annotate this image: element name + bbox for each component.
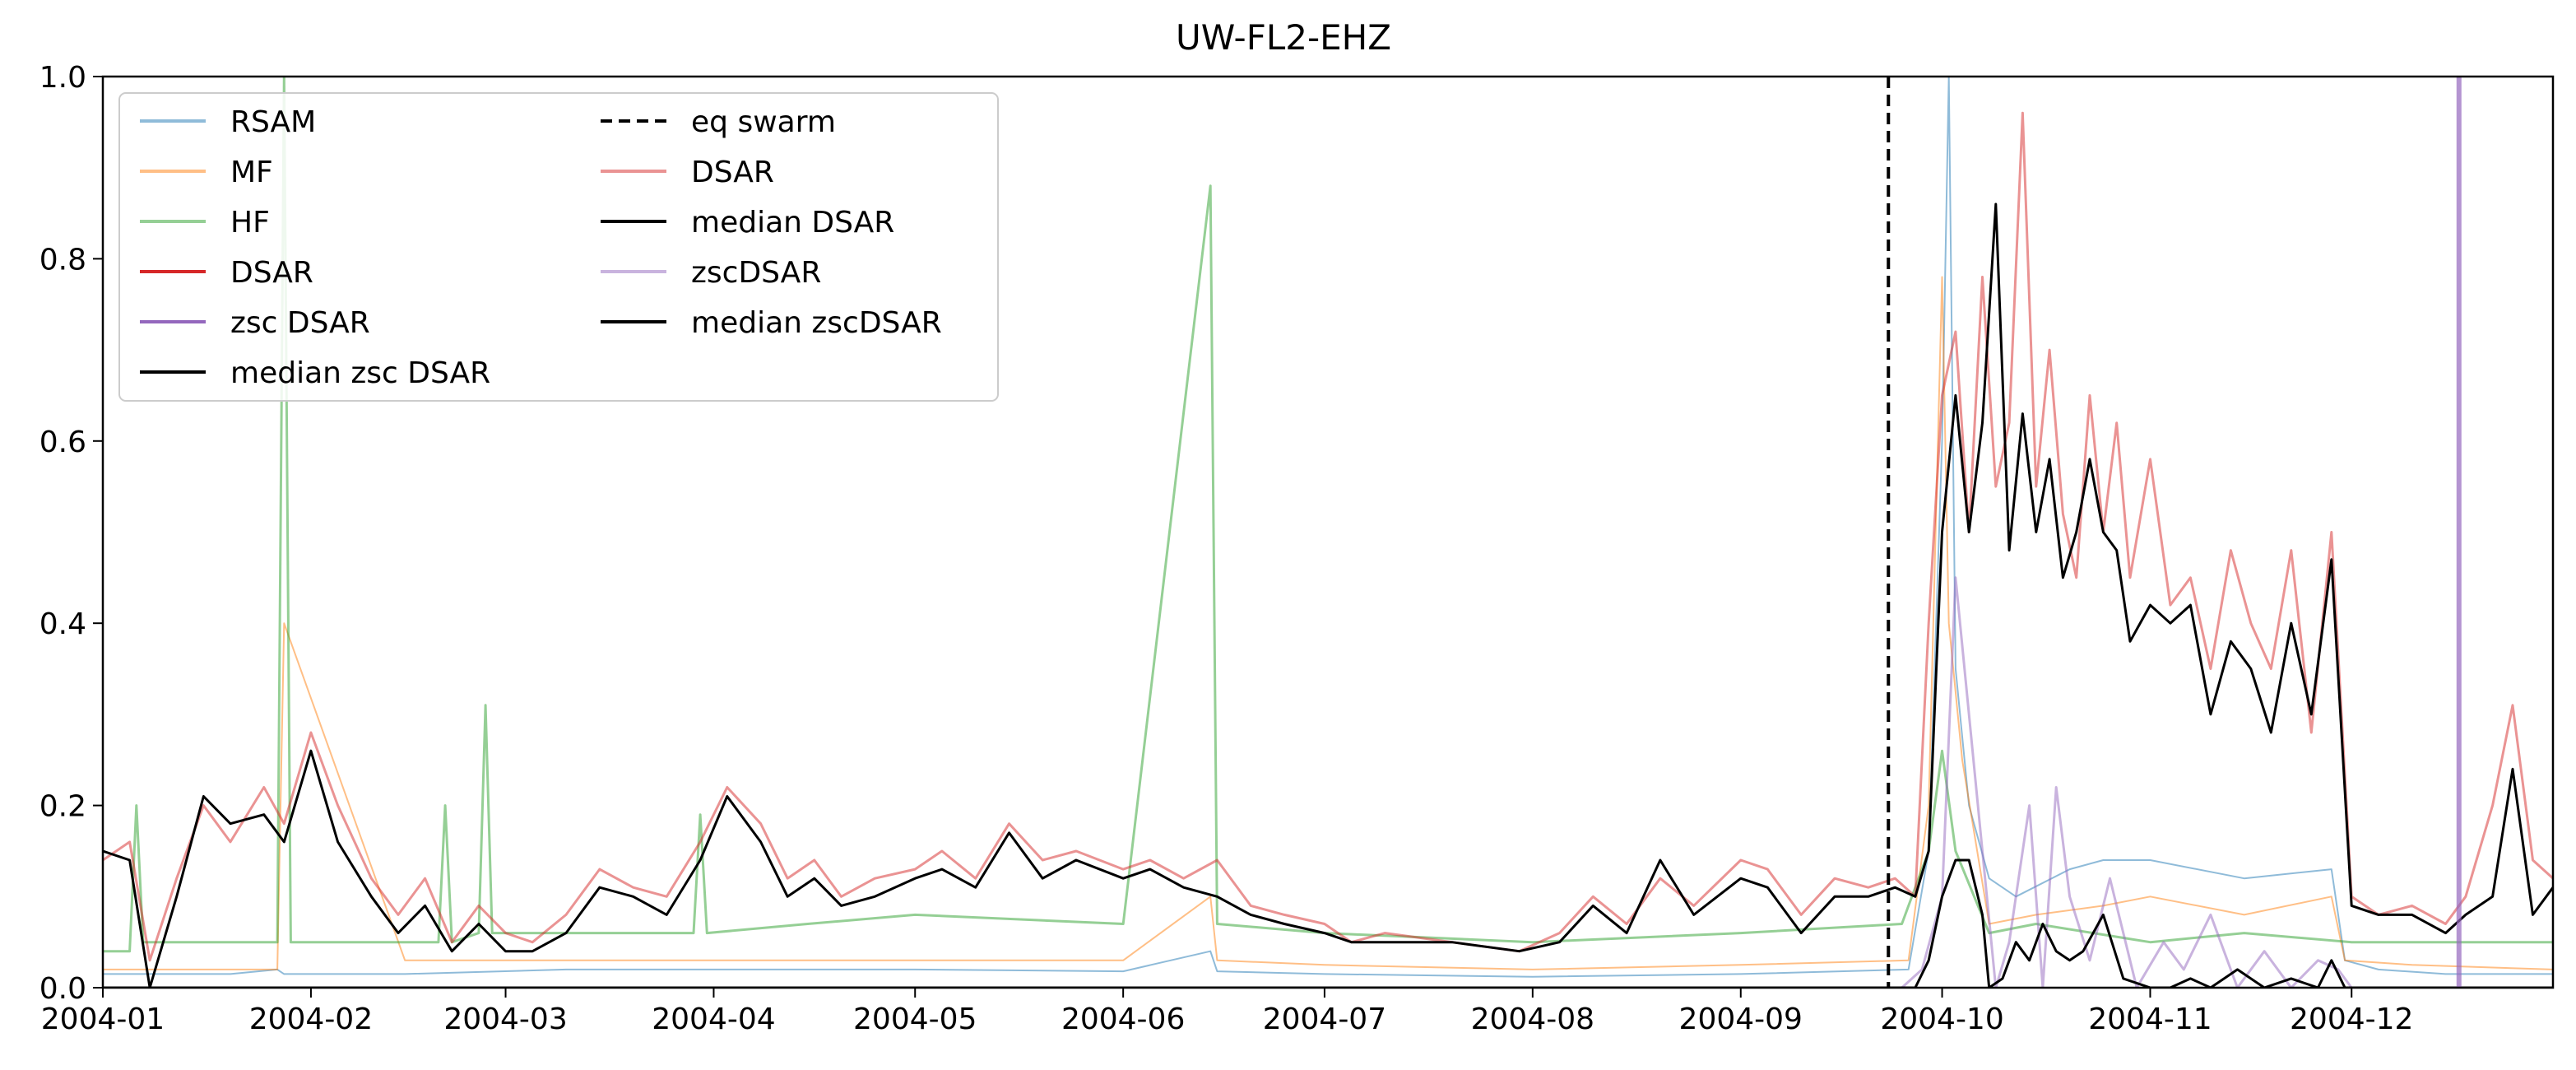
legend-label: HF — [230, 206, 270, 240]
chart-title: UW-FL2-EHZ — [1176, 17, 1391, 58]
series-zscdsar-line — [103, 576, 2553, 988]
legend-label: MF — [230, 156, 273, 189]
x-tick-label: 2004-02 — [249, 1003, 373, 1036]
y-tick-label: 0.8 — [39, 243, 86, 277]
legend-label: DSAR — [691, 156, 774, 189]
x-tick-label: 2004-07 — [1263, 1003, 1386, 1036]
y-tick-label: 1.0 — [39, 61, 86, 95]
x-tick-label: 2004-03 — [443, 1003, 567, 1036]
x-axis-ticks: 2004-01 2004-02 2004-03 2004-04 2004-05 2004-… — [41, 988, 2413, 1036]
x-tick-label: 2004-09 — [1679, 1003, 1803, 1036]
legend-label: median DSAR — [691, 206, 894, 240]
series-dsar-line — [103, 111, 2553, 962]
legend-label: median zsc DSAR — [230, 356, 490, 390]
series-median-dsar-line — [103, 202, 2553, 988]
legend: RSAM MF HF DSAR zsc DSAR median zsc DSAR eq sw… — [118, 92, 999, 402]
x-tick-label: 2004-04 — [652, 1003, 775, 1036]
y-tick-label: 0.2 — [39, 790, 86, 824]
y-tick-label: 0.4 — [39, 607, 86, 641]
legend-label: RSAM — [230, 105, 316, 139]
plot-frame — [101, 75, 2555, 989]
legend-label: zscDSAR — [691, 256, 821, 290]
x-tick-label: 2004-01 — [41, 1003, 165, 1036]
x-tick-label: 2004-11 — [2088, 1003, 2212, 1036]
y-axis-ticks: 0.0 0.2 0.4 0.6 0.8 1.0 — [39, 61, 103, 1006]
x-tick-label: 2004-10 — [1880, 1003, 2003, 1036]
x-tick-label: 2004-05 — [853, 1003, 977, 1036]
x-tick-label: 2004-12 — [2290, 1003, 2413, 1036]
series-median-zscdsar-line — [103, 858, 2553, 988]
series-hf-line — [103, 77, 2553, 953]
series-mf-line — [103, 276, 2553, 970]
y-tick-label: 0.6 — [39, 426, 86, 459]
x-tick-label: 2004-06 — [1061, 1003, 1185, 1036]
y-tick-label: 0.0 — [39, 972, 86, 1006]
legend-box — [118, 92, 999, 402]
legend-label: zsc DSAR — [230, 306, 370, 340]
legend-label: eq swarm — [691, 105, 836, 139]
series-layer — [103, 77, 2553, 988]
legend-label: median zscDSAR — [691, 306, 942, 340]
x-tick-label: 2004-08 — [1471, 1003, 1594, 1036]
legend-label: DSAR — [230, 256, 313, 290]
vline-layer — [1887, 77, 2462, 988]
